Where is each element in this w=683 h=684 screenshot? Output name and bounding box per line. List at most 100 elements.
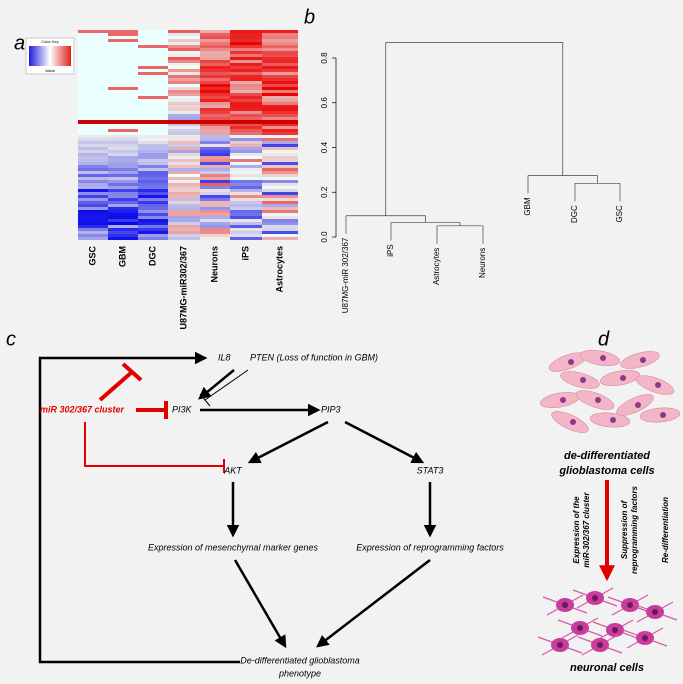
heat-cell	[78, 150, 108, 153]
nucleus	[595, 397, 601, 403]
heat-cell	[168, 135, 200, 138]
heat-cell	[78, 87, 108, 90]
heat-cell	[168, 222, 200, 225]
heat-cell	[200, 159, 230, 162]
heat-cell	[138, 156, 168, 159]
heat-cell	[262, 30, 298, 33]
leaf-label: Neurons	[478, 248, 487, 278]
heat-cell	[200, 210, 230, 213]
nucleus	[560, 397, 566, 403]
heat-cell	[200, 72, 230, 75]
heat-cell	[138, 51, 168, 54]
column-label: Neurons	[209, 246, 219, 283]
heat-cell	[168, 207, 200, 210]
heat-cell	[262, 87, 298, 90]
heat-cell	[78, 204, 108, 207]
heat-cell	[108, 114, 138, 117]
heat-cell	[108, 102, 138, 105]
heat-cell	[262, 159, 298, 162]
heat-cell	[78, 135, 108, 138]
heat-cell	[168, 96, 200, 99]
heat-cell	[138, 111, 168, 114]
heat-cell	[168, 57, 200, 60]
heat-cell	[200, 174, 230, 177]
heat-cell	[262, 195, 298, 198]
heat-cell	[230, 69, 262, 72]
heat-cell	[262, 138, 298, 141]
heat-cell	[108, 72, 138, 75]
heat-cell	[200, 108, 230, 111]
heat-cell	[78, 207, 108, 210]
heat-cell	[168, 108, 200, 111]
nucleus	[660, 412, 666, 418]
glioblastoma-cells	[539, 349, 681, 433]
arrow-text: Suppression of	[620, 500, 629, 560]
heat-cell	[200, 180, 230, 183]
heat-cell	[108, 42, 138, 45]
heat-cell	[230, 195, 262, 198]
heat-cell	[200, 111, 230, 114]
heat-cell	[78, 219, 108, 222]
heat-cell	[230, 129, 262, 132]
heat-cell	[168, 210, 200, 213]
heat-cell	[108, 138, 138, 141]
heat-cell	[78, 222, 108, 225]
heat-cell	[200, 192, 230, 195]
heat-cell	[230, 147, 262, 150]
heat-cell	[262, 201, 298, 204]
heat-cell	[230, 198, 262, 201]
heat-cell	[230, 204, 262, 207]
heat-cell	[230, 141, 262, 144]
heat-cell	[168, 138, 200, 141]
heat-cell	[138, 186, 168, 189]
heat-cell	[230, 138, 262, 141]
heat-cell	[78, 111, 108, 114]
heat-cell	[200, 135, 230, 138]
heat-cell	[78, 201, 108, 204]
heat-cell	[262, 171, 298, 174]
heat-cell	[230, 132, 262, 135]
node: De-differentiated glioblastoma	[240, 655, 360, 665]
heat-cell	[138, 201, 168, 204]
heat-cell	[168, 147, 200, 150]
heat-cell	[230, 159, 262, 162]
heat-cell	[262, 141, 298, 144]
heat-cell	[200, 195, 230, 198]
heat-cell	[138, 192, 168, 195]
heat-cell	[108, 210, 138, 213]
heat-cell	[108, 189, 138, 192]
leaf-label: iPS	[386, 244, 395, 256]
heat-cell	[78, 165, 108, 168]
heat-cell	[200, 33, 230, 36]
heat-cell	[78, 231, 108, 234]
heat-cell	[138, 228, 168, 231]
heat-cell	[138, 234, 168, 237]
heat-cell	[262, 78, 298, 81]
heat-cell	[262, 216, 298, 219]
heat-cell	[108, 111, 138, 114]
heat-cell	[230, 51, 262, 54]
heat-cell	[200, 66, 230, 69]
nucleus	[642, 635, 648, 641]
heat-cell	[200, 237, 230, 240]
heat-cell	[138, 183, 168, 186]
heat-cell	[138, 90, 168, 93]
pathway: c IL8 PTEN (Loss of function in GBM) miR…	[6, 328, 504, 678]
leaf-label: DGC	[570, 205, 579, 223]
heat-cell	[138, 72, 168, 75]
heat-cell	[108, 219, 138, 222]
arrow	[247, 420, 329, 464]
heat-cell	[168, 168, 200, 171]
heat-cell	[168, 36, 200, 39]
heat-cell	[168, 78, 200, 81]
heat-cell	[168, 132, 200, 135]
heat-cell	[200, 198, 230, 201]
arrow-text: miR-302/367 cluster	[582, 492, 591, 568]
heat-cell	[78, 42, 108, 45]
heat-cell	[230, 96, 262, 99]
heat-cell	[262, 168, 298, 171]
heat-cell	[262, 60, 298, 63]
heat-cell	[138, 30, 168, 33]
heat-cell	[108, 177, 138, 180]
heat-cell	[138, 231, 168, 234]
